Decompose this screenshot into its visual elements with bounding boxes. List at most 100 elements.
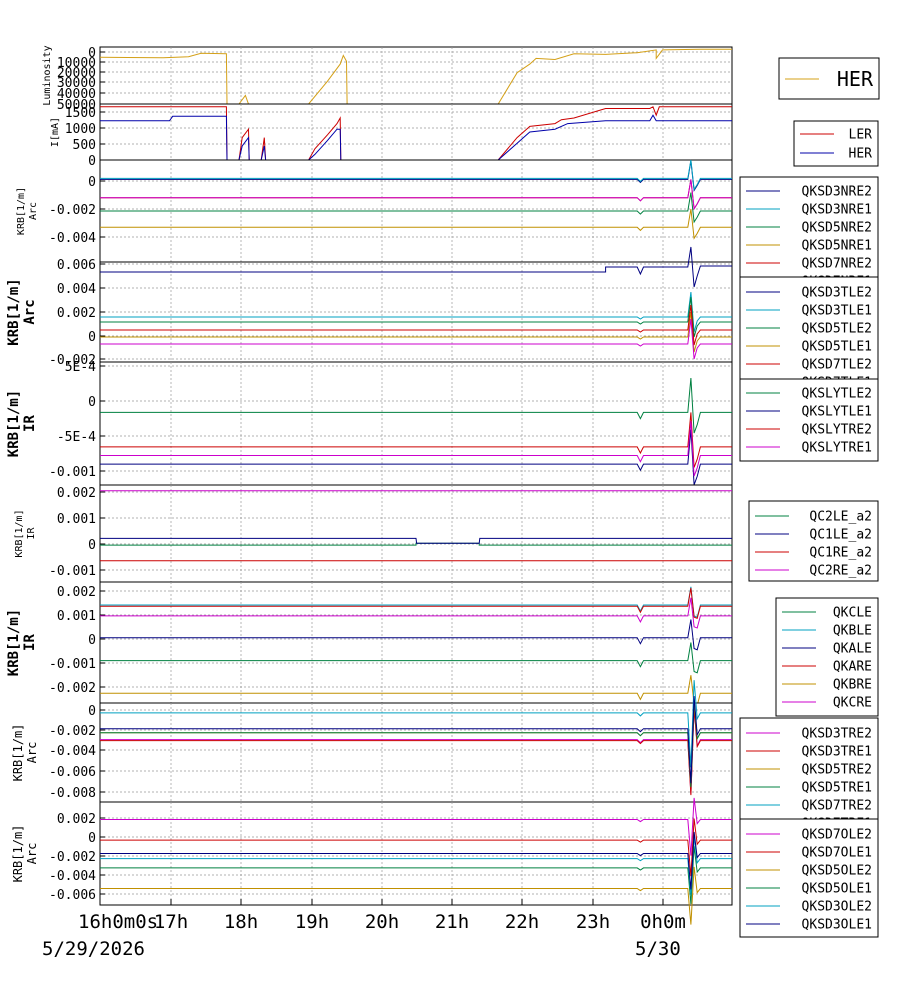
y-tick-label: -0.002 xyxy=(49,724,96,739)
y-tick-label: 0.001 xyxy=(57,512,96,527)
y-axis-label: I[mA] xyxy=(50,117,61,147)
legend-label: QKSLYTLE1 xyxy=(802,405,872,420)
y-tick-label: 0.002 xyxy=(57,306,96,321)
series-line-qksd7tle2 xyxy=(100,304,732,346)
y-tick-label: 0 xyxy=(88,175,96,190)
y-tick-label: -0.004 xyxy=(49,869,96,884)
date-left: 5/29/2026 xyxy=(42,938,145,960)
y-axis-label: KRB[1/m] xyxy=(11,825,25,883)
plot-area xyxy=(99,103,733,161)
y-tick-label: 0 xyxy=(88,704,96,719)
y-axis-label: KRB[1/m] xyxy=(6,609,22,676)
series-line-ler xyxy=(100,106,732,161)
y-tick-label: -0.006 xyxy=(49,765,96,780)
y-tick-label: -0.002 xyxy=(49,681,96,696)
y-axis-label: KRB[1/m] xyxy=(14,509,25,557)
y-tick-label: 0 xyxy=(88,831,96,846)
x-tick-label: 20h xyxy=(365,911,399,933)
legend-5: QKSLYTLE2 QKSLYTLE1 QKSLYTRE2 QKSLYTRE1 xyxy=(739,378,879,462)
legend-label: QKSD3TRE1 xyxy=(802,745,872,760)
y-tick-label: -0.004 xyxy=(49,231,96,246)
series-line-qkcle xyxy=(100,642,732,674)
y-tick-label: 0 xyxy=(88,395,96,410)
y-tick-label: 0 xyxy=(88,538,96,553)
series-line-qksd7nre1 xyxy=(100,179,732,211)
legend-label: QKSD5OLE1 xyxy=(802,882,872,897)
panel-8: 0 -0.002 -0.004 -0.006 -0.008 KRB[1/m] Arc xyxy=(11,680,733,803)
series-line-qksd5nre2 xyxy=(100,192,732,224)
legend-label: QKBRE xyxy=(833,678,872,693)
legend-label: QC1LE_a2 xyxy=(809,528,872,543)
panel-7: 0.002 0.001 0 -0.001 -0.002 KRB[1/m] IR xyxy=(6,581,733,707)
y-tick-label: 0.002 xyxy=(57,812,96,827)
y-tick-label: 10000 xyxy=(57,56,96,71)
legend-label: QKSD7TLE2 xyxy=(802,358,872,373)
series-line-qksd7tre1 xyxy=(100,696,732,784)
legend-6: QC2LE_a2 QC1LE_a2 QC1RE_a2 QC2RE_a2 xyxy=(748,500,879,582)
x-tick-label: 22h xyxy=(505,911,539,933)
x-tick-label: 19h xyxy=(295,911,329,933)
y-tick-label: 0.002 xyxy=(57,486,96,501)
y-tick-label: 40000 xyxy=(57,87,96,102)
panel-6: 0.002 0.001 0 -0.001 KRB[1/m] IR xyxy=(14,484,733,583)
series-line-qksd5tle1 xyxy=(100,311,732,353)
plot-area xyxy=(99,581,733,704)
legend-label: QC1RE_a2 xyxy=(809,546,872,561)
y-tick-label: -0.008 xyxy=(49,786,96,801)
legend-label: QKSD3OLE2 xyxy=(802,900,872,915)
x-tick-label: 17h xyxy=(154,911,188,933)
y-tick-label: -0.002 xyxy=(49,203,96,218)
series-line-qkbre xyxy=(100,675,732,707)
series-line-qksd3ole1 xyxy=(100,831,732,890)
legend-8: QKSD3TRE2 QKSD3TRE1 QKSD5TRE2 QKSD5TRE1 QKSD… xyxy=(739,717,879,837)
y-tick-label: -0.001 xyxy=(49,657,96,672)
series-line-qksd7ole2 xyxy=(100,797,732,856)
legend-label: QKSD7NRE2 xyxy=(802,257,872,272)
series-line-qkslytle2 xyxy=(100,377,732,434)
legend-label: QKCRE xyxy=(833,696,872,711)
legend-label: QKSD5NRE2 xyxy=(802,221,872,236)
plot-area xyxy=(99,46,733,105)
legend-box xyxy=(748,500,879,582)
series-line-qkslytle1 xyxy=(100,429,732,485)
y-tick-label: 0.004 xyxy=(57,282,96,297)
series-line-qksd7tle1 xyxy=(100,318,732,360)
x-tick-label: 18h xyxy=(224,911,258,933)
date-right: 5/30 xyxy=(635,938,681,960)
plot-area xyxy=(99,484,733,583)
y-axis-label: KRB[1/m] xyxy=(16,187,27,235)
y-tick-label: 0.001 xyxy=(57,609,96,624)
legend-label: QKSD3TRE2 xyxy=(802,727,872,742)
legend-label: QKALE xyxy=(833,642,872,657)
x-tick-label: 0h0m xyxy=(640,911,686,933)
y-axis-sublabel: IR xyxy=(22,634,38,651)
legend-1: HER xyxy=(778,57,880,100)
legend-label: QKSLYTRE2 xyxy=(802,423,872,438)
series-line-qkcre xyxy=(100,597,732,629)
x-tick-label: 21h xyxy=(435,911,469,933)
legend-label: QKSD3TLE2 xyxy=(802,286,872,301)
y-tick-label: 20000 xyxy=(57,66,96,81)
legend-label: QC2RE_a2 xyxy=(809,564,872,579)
y-tick-label: 50000 xyxy=(57,98,96,113)
legend-label: QKSD3TLE1 xyxy=(802,304,872,319)
legend-label: QKSD5TLE1 xyxy=(802,340,872,355)
series-line-qkslytre1 xyxy=(100,420,732,477)
series-line-qksd7tre2 xyxy=(100,680,732,768)
series-line-qkare xyxy=(100,587,732,619)
legend-label: QKSD3OLE1 xyxy=(802,918,872,933)
legend-label: QKSLYTLE2 xyxy=(802,387,872,402)
panel-5: 5E-4 0 -5E-4 -0.001 KRB[1/m] IR xyxy=(6,360,733,486)
legend-label: HER xyxy=(849,147,873,162)
legend-2: LER HER xyxy=(793,120,879,167)
series-line-qksd5ole2 xyxy=(100,866,732,925)
legend-box xyxy=(739,818,879,938)
y-tick-label: 500 xyxy=(73,138,96,153)
y-tick-label: 0.002 xyxy=(57,585,96,600)
series-line-qksd7ole1 xyxy=(100,818,732,877)
y-tick-label: 1500 xyxy=(65,106,96,121)
